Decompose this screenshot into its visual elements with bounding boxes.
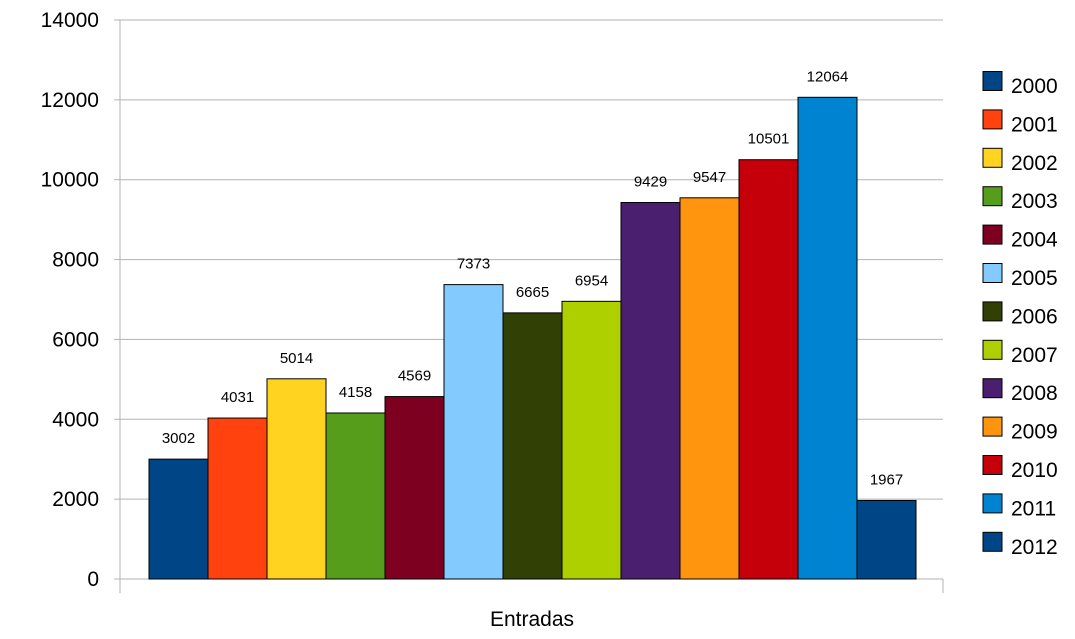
legend-swatch-2009 — [982, 416, 1003, 437]
legend-label-2009: 2009 — [1011, 421, 1058, 444]
legend-swatch-2002 — [982, 147, 1003, 168]
legend-label-2006: 2006 — [1011, 305, 1058, 328]
data-label-2006: 6665 — [516, 284, 549, 301]
y-tick-label: 2000 — [52, 488, 99, 511]
legend-swatch-2004 — [982, 224, 1003, 245]
legend: 2000 2001 2002 2003 2004 2005 2006 2007 2008 2009… — [982, 71, 1058, 559]
bar-2011 — [797, 96, 858, 580]
legend-swatch-2000 — [982, 71, 1003, 91]
y-tick-label: 0 — [87, 568, 99, 591]
data-label-2007: 6954 — [575, 272, 608, 289]
bar-2005 — [443, 284, 504, 580]
legend-swatch-2001 — [982, 109, 1003, 130]
legend-label-2001: 2001 — [1011, 113, 1058, 136]
legend-label-2012: 2012 — [1011, 536, 1058, 559]
bars — [148, 96, 917, 580]
bar-2008 — [620, 202, 681, 580]
data-label-2005: 7373 — [457, 256, 490, 273]
bar-2000 — [148, 458, 209, 580]
legend-label-2007: 2007 — [1011, 344, 1058, 367]
legend-swatch-2003 — [982, 186, 1003, 207]
bar-2012 — [856, 499, 917, 580]
y-tick-label: 10000 — [41, 169, 99, 192]
legend-label-2008: 2008 — [1011, 382, 1058, 405]
data-label-2000: 3002 — [162, 430, 195, 447]
y-tick-label: 14000 — [41, 9, 99, 32]
legend-label-2003: 2003 — [1011, 190, 1058, 213]
data-label-2004: 4569 — [398, 368, 431, 385]
legend-label-2010: 2010 — [1011, 459, 1058, 482]
legend-label-2002: 2002 — [1011, 152, 1058, 175]
legend-swatch-2010 — [982, 455, 1003, 475]
y-tick-label: 4000 — [52, 408, 99, 431]
data-label-2009: 9547 — [693, 169, 726, 186]
bar-2004 — [384, 396, 445, 580]
y-tick-label: 6000 — [52, 328, 99, 351]
data-label-2011: 12064 — [807, 68, 849, 85]
data-label-2008: 9429 — [634, 174, 667, 191]
legend-swatch-2012 — [982, 531, 1003, 552]
bar-2009 — [679, 197, 740, 580]
legend-label-2000: 2000 — [1011, 75, 1058, 98]
legend-label-2005: 2005 — [1011, 267, 1058, 290]
y-tick-label: 8000 — [52, 249, 99, 272]
legend-swatch-2011 — [982, 493, 1003, 514]
bar-2010 — [738, 159, 799, 580]
legend-swatch-2006 — [982, 301, 1003, 322]
legend-swatch-2008 — [982, 378, 1003, 399]
bar-2001 — [207, 417, 268, 580]
data-label-2002: 5014 — [280, 350, 313, 367]
x-axis-title: Entradas — [490, 608, 574, 631]
data-label-2003: 4158 — [339, 384, 372, 401]
data-labels: 3002 4031 5014 4158 4569 7373 6665 6954 9429 9547… — [162, 68, 903, 488]
bar-2003 — [325, 412, 386, 580]
legend-swatch-2007 — [982, 339, 1003, 360]
y-tick-label: 12000 — [41, 89, 99, 112]
data-label-2010: 10501 — [748, 131, 790, 148]
data-label-2001: 4031 — [221, 389, 254, 406]
legend-label-2004: 2004 — [1011, 229, 1058, 252]
bar-2006 — [502, 312, 563, 580]
bar-2002 — [266, 378, 327, 580]
data-label-2012: 1967 — [870, 471, 903, 488]
legend-swatch-2005 — [982, 263, 1003, 283]
legend-label-2011: 2011 — [1011, 497, 1056, 520]
bar-2007 — [561, 300, 622, 580]
